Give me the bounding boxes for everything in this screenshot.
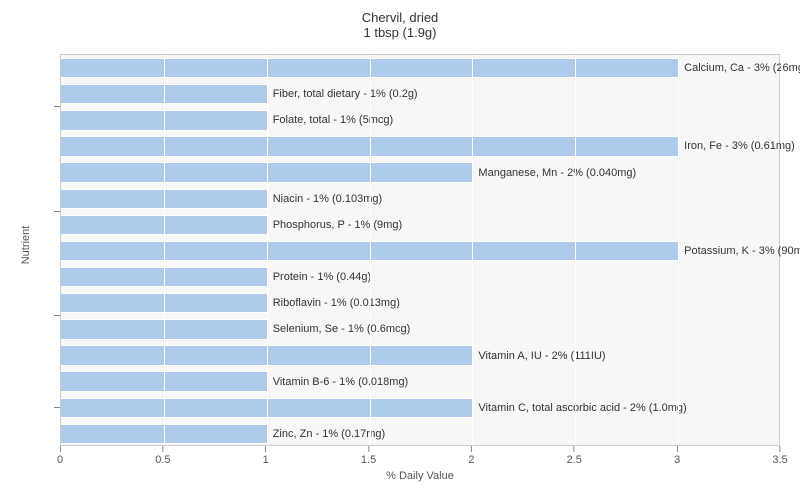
x-tick-label: 2 bbox=[468, 454, 474, 466]
bar-row: Folate, total - 1% (5mcg) bbox=[61, 110, 393, 130]
x-tick: 3 bbox=[674, 446, 680, 466]
grid-line bbox=[575, 55, 576, 445]
bar-label: Selenium, Se - 1% (0.6mcg) bbox=[267, 323, 411, 335]
bar-row: Fiber, total dietary - 1% (0.2g) bbox=[61, 84, 418, 104]
bar-row: Vitamin A, IU - 2% (111IU) bbox=[61, 345, 606, 365]
bar-label: Fiber, total dietary - 1% (0.2g) bbox=[267, 88, 418, 100]
bar-label: Vitamin C, total ascorbic acid - 2% (1.0… bbox=[472, 402, 686, 414]
bar-label: Manganese, Mn - 2% (0.040mg) bbox=[472, 167, 636, 179]
y-axis-title: Nutrient bbox=[20, 215, 32, 275]
bar-label: Vitamin A, IU - 2% (111IU) bbox=[472, 350, 605, 362]
y-tick-mark bbox=[54, 407, 60, 408]
grid-line bbox=[781, 55, 782, 445]
x-tick-label: 0 bbox=[57, 454, 63, 466]
grid-line bbox=[370, 55, 371, 445]
x-tick: 2.5 bbox=[567, 446, 582, 466]
x-tick-label: 3.5 bbox=[772, 454, 787, 466]
bar-label: Zinc, Zn - 1% (0.17mg) bbox=[267, 428, 385, 440]
bar-row: Protein - 1% (0.44g) bbox=[61, 267, 371, 287]
bar-row: Potassium, K - 3% (90mg) bbox=[61, 241, 800, 261]
x-tick: 3.5 bbox=[772, 446, 787, 466]
grid-line bbox=[267, 55, 268, 445]
bar-row: Niacin - 1% (0.103mg) bbox=[61, 189, 382, 209]
x-tick: 0 bbox=[57, 446, 63, 466]
bar-label: Niacin - 1% (0.103mg) bbox=[267, 193, 382, 205]
grid-line bbox=[472, 55, 473, 445]
x-tick-label: 3 bbox=[674, 454, 680, 466]
x-tick-label: 0.5 bbox=[155, 454, 170, 466]
bar-label: Folate, total - 1% (5mcg) bbox=[267, 114, 393, 126]
bar-row: Selenium, Se - 1% (0.6mcg) bbox=[61, 319, 410, 339]
x-tick-label: 1 bbox=[263, 454, 269, 466]
grid-line bbox=[164, 55, 165, 445]
grid-line bbox=[678, 55, 679, 445]
nutrient-chart: Chervil, dried 1 tbsp (1.9g) Calcium, Ca… bbox=[0, 0, 800, 500]
bar-row: Calcium, Ca - 3% (26mg) bbox=[61, 58, 800, 78]
bar-label: Vitamin B-6 - 1% (0.018mg) bbox=[267, 376, 409, 388]
bars-container: Calcium, Ca - 3% (26mg)Fiber, total diet… bbox=[61, 55, 779, 447]
x-tick-label: 1.5 bbox=[361, 454, 376, 466]
bar-row: Zinc, Zn - 1% (0.17mg) bbox=[61, 424, 385, 444]
x-tick: 1.5 bbox=[361, 446, 376, 466]
plot-area: Calcium, Ca - 3% (26mg)Fiber, total diet… bbox=[60, 54, 780, 446]
chart-title-line2: 1 tbsp (1.9g) bbox=[0, 25, 800, 40]
chart-title-line1: Chervil, dried bbox=[0, 10, 800, 25]
bar-row: Iron, Fe - 3% (0.61mg) bbox=[61, 136, 795, 156]
chart-title-block: Chervil, dried 1 tbsp (1.9g) bbox=[0, 10, 800, 40]
x-tick: 1 bbox=[263, 446, 269, 466]
y-tick-mark bbox=[54, 315, 60, 316]
x-tick: 2 bbox=[468, 446, 474, 466]
y-tick-mark bbox=[54, 106, 60, 107]
x-axis-title: % Daily Value bbox=[60, 470, 780, 482]
bar-label: Iron, Fe - 3% (0.61mg) bbox=[678, 140, 795, 152]
bar-row: Vitamin C, total ascorbic acid - 2% (1.0… bbox=[61, 398, 687, 418]
y-tick-mark bbox=[54, 211, 60, 212]
bar-row: Manganese, Mn - 2% (0.040mg) bbox=[61, 162, 636, 182]
bar-row: Vitamin B-6 - 1% (0.018mg) bbox=[61, 371, 408, 391]
x-tick-label: 2.5 bbox=[567, 454, 582, 466]
bar-label: Protein - 1% (0.44g) bbox=[267, 271, 371, 283]
bar-row: Phosphorus, P - 1% (9mg) bbox=[61, 215, 402, 235]
y-ticks bbox=[54, 54, 60, 446]
bar-row: Riboflavin - 1% (0.013mg) bbox=[61, 293, 400, 313]
bar-label: Riboflavin - 1% (0.013mg) bbox=[267, 297, 400, 309]
x-tick: 0.5 bbox=[155, 446, 170, 466]
bar-label: Phosphorus, P - 1% (9mg) bbox=[267, 219, 402, 231]
